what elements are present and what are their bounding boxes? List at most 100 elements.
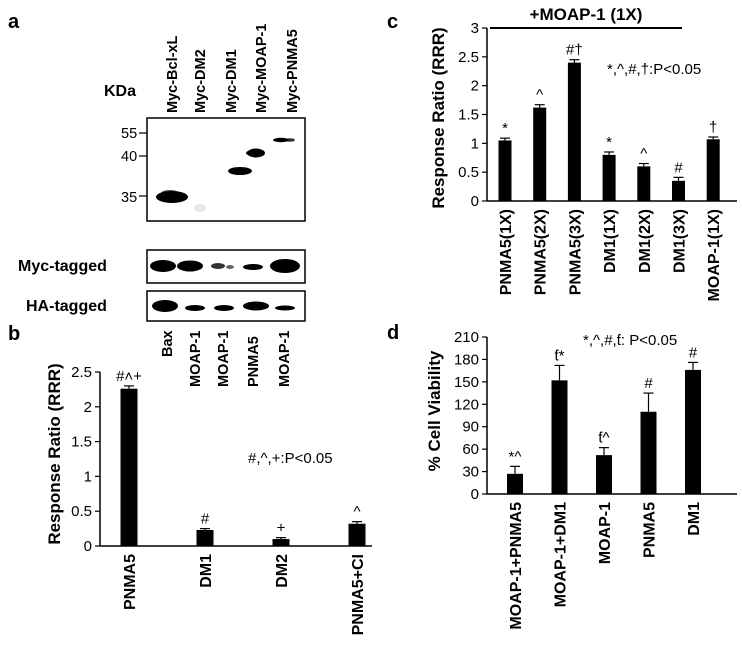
bar <box>507 473 523 494</box>
lane-label-2: Myc-DM2 <box>193 49 209 113</box>
category-label: PNMA5 <box>642 502 659 558</box>
category-label: PNMA5+CI <box>350 554 367 635</box>
category-label: PNMA5(1X) <box>498 209 515 295</box>
band <box>228 167 252 175</box>
marker-55: 55 <box>121 126 137 142</box>
bar-significance-label: ƭ* <box>554 347 564 364</box>
y-tick-label: 2 <box>471 78 479 95</box>
bar <box>551 380 568 494</box>
y-tick-label: 0 <box>471 486 479 503</box>
category-label: MOAP-1(1X) <box>706 209 723 301</box>
y-tick-label: 3 <box>471 20 479 37</box>
strip-label-ha: HA-tagged <box>26 298 107 315</box>
category-label: DM1 <box>198 554 215 588</box>
blot-main <box>146 117 306 222</box>
category-label: MOAP-1 <box>597 502 614 564</box>
category-label: DM1(3X) <box>672 209 689 273</box>
category-label: DM1 <box>686 502 703 536</box>
y-tick-label: 210 <box>454 329 479 346</box>
category-label: PNMA5(3X) <box>567 209 584 295</box>
panel-letter-d: d <box>387 322 399 344</box>
significance-annotation: *,^,#,ƭ: P<0.05 <box>583 332 677 349</box>
lane-label-1: Myc-Bcl-xL <box>165 36 181 113</box>
bar <box>348 523 366 546</box>
y-tick-label: 1 <box>471 135 479 152</box>
band <box>214 305 234 311</box>
panel-letter-c: c <box>387 11 398 33</box>
bar-significance-label: ƭ^ <box>598 430 609 447</box>
y-axis-label: Response Ratio (RRR) <box>429 27 448 208</box>
bar <box>196 529 214 546</box>
bar-significance-label: # <box>689 344 698 361</box>
bar-significance-label: # <box>644 375 653 392</box>
panel-letter-b: b <box>8 323 20 345</box>
band <box>243 301 269 311</box>
bar <box>706 139 720 201</box>
ha-lane-label-1: Bax <box>160 330 176 357</box>
lane-label-4: Myc-MOAP-1 <box>254 24 270 113</box>
category-label: DM1(1X) <box>602 209 619 273</box>
y-tick-label: 180 <box>454 351 479 368</box>
category-label: DM2 <box>274 554 291 588</box>
bar <box>533 107 547 201</box>
y-tick-label: 1 <box>84 468 92 485</box>
band <box>270 259 300 273</box>
bar <box>498 140 512 201</box>
lane-label-5: Myc-PNMA5 <box>285 29 301 113</box>
category-label: MOAP-1+DM1 <box>553 502 570 607</box>
bar-significance-label: #† <box>566 42 583 59</box>
bar-significance-label: + <box>277 520 286 537</box>
panel-letter-a: a <box>8 11 20 33</box>
panel-b: b 0 0.5 1 1.5 2 2.5 Response Ratio (RRR) #˄+ PNM… <box>8 323 372 635</box>
kda-label: KDa <box>104 83 136 100</box>
bar <box>567 62 581 201</box>
bar-significance-label: # <box>674 159 683 176</box>
panel-c: c 0 0.5 1 1.5 2 2.5 3 Response Ratio (RRR) * PNMA… <box>387 5 737 301</box>
y-tick-label: 60 <box>462 441 479 458</box>
bracket-label: +MOAP-1 (1X) <box>530 5 643 24</box>
bar <box>602 154 616 201</box>
strip-label-myc: Myc-tagged <box>18 258 107 275</box>
category-label: PNMA5 <box>122 554 139 610</box>
bar-significance-label: † <box>709 119 717 136</box>
ha-lane-label-5: MOAP-1 <box>277 331 293 387</box>
bar-significance-label: ^ <box>353 504 360 521</box>
band <box>243 264 263 270</box>
y-tick-label: 1.5 <box>71 434 92 451</box>
y-tick-label: 2.5 <box>71 364 92 381</box>
band <box>273 137 289 143</box>
lane-label-3: Myc-DM1 <box>224 49 240 113</box>
category-label: PNMA5(2X) <box>533 209 550 295</box>
bar-significance-label: # <box>201 511 210 528</box>
bar-significance-label: #˄+ <box>116 368 142 385</box>
bar <box>596 455 612 494</box>
bar-significance-label: *^ <box>509 448 522 465</box>
bar-significance-label: * <box>502 120 508 137</box>
y-tick-label: 0 <box>84 538 92 555</box>
panel-a: a KDa Myc-Bcl-xL Myc-DM2 Myc-DM1 Myc-MOA… <box>8 11 306 387</box>
y-tick-label: 1.5 <box>458 107 479 124</box>
marker-40: 40 <box>121 149 137 165</box>
bar <box>672 180 685 201</box>
y-tick-label: 0.5 <box>71 503 92 520</box>
significance-annotation: #,^,+:P<0.05 <box>248 450 333 467</box>
bar-significance-label: ^ <box>536 87 543 104</box>
band <box>150 260 176 272</box>
significance-annotation: *,^,#,†:P<0.05 <box>607 61 701 78</box>
y-tick-label: 2 <box>84 399 92 416</box>
y-tick-label: 2.5 <box>458 49 479 66</box>
y-tick-label: 0.5 <box>458 164 479 181</box>
bar-significance-label: * <box>606 134 612 151</box>
band <box>177 260 203 272</box>
y-tick-label: 90 <box>462 419 479 436</box>
bar-significance-label: ^ <box>640 146 647 163</box>
y-axis-label: Response Ratio (RRR) <box>45 363 64 544</box>
bar <box>120 388 138 546</box>
band <box>275 305 295 311</box>
ha-lane-label-3: MOAP-1 <box>216 331 232 387</box>
band <box>152 300 178 312</box>
bar <box>272 539 290 546</box>
y-tick-label: 150 <box>454 374 479 391</box>
bar <box>637 166 651 201</box>
